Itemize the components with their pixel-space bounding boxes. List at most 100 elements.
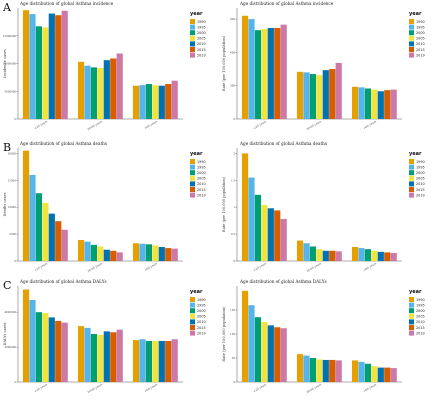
- legend-label-2010: 2010: [197, 182, 206, 186]
- legend-label-2019: 2019: [416, 53, 425, 57]
- legend-label-2015: 2015: [416, 48, 425, 52]
- legend-label-2005: 2005: [416, 37, 425, 41]
- bar-2000-2: [90, 67, 98, 119]
- bar-2019-2: [116, 329, 123, 382]
- bar-1990-3: [351, 247, 359, 261]
- chart-title: Age distribution of global Asthma DALYs: [239, 279, 327, 284]
- y-tick-label: 0: [14, 259, 16, 263]
- y-tick-label: 2000000: [4, 345, 16, 349]
- bar-1995-2: [303, 355, 310, 382]
- legend-label-1990: 1990: [197, 160, 206, 164]
- bar-2019-3: [390, 252, 397, 261]
- bar-2005-3: [371, 89, 378, 119]
- bar-2000-3: [145, 84, 153, 119]
- legend-swatch-2005: [409, 35, 414, 41]
- y-tick-label: 1.5: [231, 178, 235, 182]
- bar-2005-2: [316, 359, 323, 382]
- bar-2015-3: [384, 90, 391, 119]
- bar-2010-1: [48, 213, 55, 261]
- bar-2019-3: [171, 339, 178, 382]
- bar-2000-1: [254, 317, 262, 382]
- legend-title: year: [409, 11, 422, 17]
- legend-label-2005: 2005: [197, 37, 206, 41]
- legend-label-2005: 2005: [416, 177, 425, 181]
- y-tick-label: 15000: [8, 178, 17, 182]
- legend-swatch-2010: [409, 319, 414, 325]
- bar-2019-3: [171, 80, 178, 119]
- legend-swatch-2015: [190, 187, 195, 192]
- legend-label-2010: 2010: [416, 320, 425, 324]
- legend-label-1990: 1990: [416, 20, 425, 24]
- bar-2010-2: [103, 249, 110, 261]
- bar-2010-3: [377, 251, 384, 261]
- legend-swatch-2005: [190, 175, 195, 181]
- legend-swatch-2019: [190, 192, 195, 198]
- bar-2019-2: [335, 251, 342, 261]
- bar-2010-2: [322, 359, 329, 382]
- legend-title: year: [409, 151, 422, 157]
- y-tick-label: 0.5: [231, 232, 235, 236]
- legend-swatch-2005: [409, 175, 414, 181]
- bar-1995-3: [358, 248, 365, 261]
- legend-label-2015: 2015: [197, 326, 206, 330]
- y-tick-label: 300: [230, 84, 235, 88]
- x-tick-label: 20-60 years: [306, 119, 323, 131]
- bar-1990-1: [241, 290, 249, 382]
- x-tick-label: 20-60 years: [306, 261, 323, 273]
- legend-label-2000: 2000: [416, 309, 425, 313]
- y-tick-label: 1: [233, 205, 235, 209]
- legend-swatch-1995: [409, 24, 414, 30]
- legend-swatch-2000: [409, 30, 414, 36]
- bar-2000-2: [309, 358, 317, 382]
- bar-1990-3: [132, 85, 140, 119]
- x-tick-label: <20 years: [33, 119, 48, 130]
- bar-2010-3: [377, 91, 384, 119]
- legend-swatch-2015: [409, 325, 414, 330]
- bar-1995-2: [84, 241, 91, 261]
- y-tick-label: 100: [230, 332, 235, 336]
- bar-2010-2: [103, 331, 110, 382]
- x-tick-label: <20 years: [33, 261, 48, 272]
- y-tick-label: 0: [14, 380, 16, 384]
- bar-2000-2: [90, 334, 98, 382]
- x-tick-label: >60 years: [143, 382, 158, 393]
- y-axis-label: Rate (per 100,000 population): [222, 306, 226, 362]
- legend-swatch-1995: [409, 164, 414, 170]
- legend-label-2015: 2015: [197, 188, 206, 192]
- bar-2015-3: [165, 84, 172, 119]
- bar-2005-3: [152, 245, 159, 261]
- legend-swatch-2000: [409, 308, 414, 314]
- legend-label-2010: 2010: [197, 42, 206, 46]
- bar-2015-1: [274, 27, 281, 120]
- chart-title: Age distribution of global Asthma deaths: [19, 141, 107, 146]
- y-tick-label: 10000000: [3, 62, 17, 66]
- legend-swatch-2019: [190, 52, 195, 58]
- x-tick-label: >60 years: [143, 119, 158, 130]
- bar-2005-3: [371, 250, 378, 261]
- legend-swatch-2015: [190, 47, 195, 52]
- legend-label-2019: 2019: [197, 193, 206, 197]
- bar-2019-1: [61, 229, 68, 261]
- bar-2015-2: [329, 359, 336, 382]
- bar-1995-1: [29, 174, 36, 261]
- x-tick-label: >60 years: [362, 261, 377, 272]
- legend-swatch-2015: [409, 187, 414, 192]
- bar-1995-3: [139, 243, 146, 261]
- chart-panel-3: Age distribution of global Asthma deaths…: [3, 141, 206, 273]
- bar-1995-3: [139, 85, 146, 119]
- legend-label-2005: 2005: [416, 315, 425, 319]
- y-tick-label: 20000: [8, 151, 17, 155]
- legend-label-1995: 1995: [416, 303, 425, 307]
- legend-swatch-2010: [409, 41, 414, 47]
- bar-2019-1: [280, 219, 287, 261]
- legend-swatch-1995: [190, 302, 195, 308]
- legend-swatch-2010: [409, 181, 414, 187]
- bar-1990-2: [296, 71, 304, 119]
- bar-2005-1: [261, 29, 268, 120]
- bar-2015-2: [329, 69, 336, 119]
- chart-panel-5: Age distribution of global Asthma DALYs 0…: [3, 279, 206, 394]
- section-label-a: A: [2, 1, 12, 14]
- bar-1995-1: [248, 177, 255, 261]
- bar-2010-1: [48, 317, 55, 382]
- legend-label-2010: 2010: [197, 320, 206, 324]
